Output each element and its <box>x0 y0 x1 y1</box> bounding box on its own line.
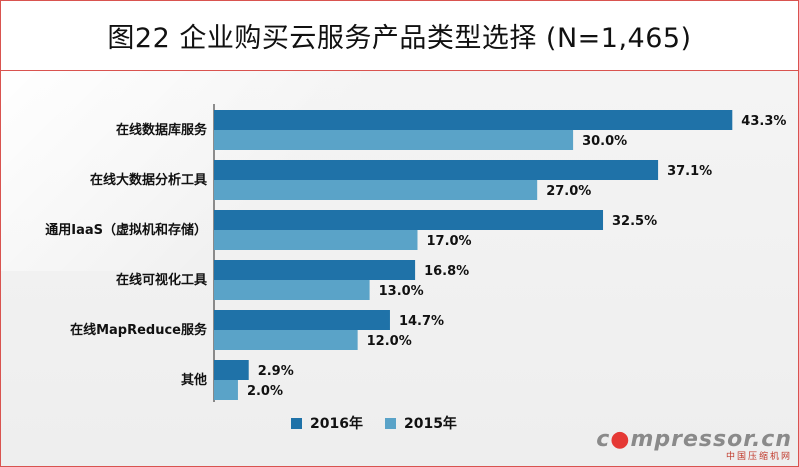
category-label: 在线大数据分析工具 <box>90 172 207 188</box>
legend: 2016年 2015年 <box>291 413 457 433</box>
bar-2016年 <box>214 160 659 180</box>
data-label: 30.0% <box>582 134 627 149</box>
data-label: 17.0% <box>426 234 471 249</box>
data-label: 13.0% <box>379 284 424 299</box>
bar-2016年 <box>214 210 604 230</box>
bar-2016年 <box>214 110 733 130</box>
watermark-sub: 中国压缩机网 <box>725 452 792 462</box>
data-label: 27.0% <box>546 184 591 199</box>
data-label: 14.7% <box>399 314 444 329</box>
bar-2015年 <box>214 130 574 150</box>
bar-2016年 <box>214 310 390 330</box>
data-label: 37.1% <box>667 164 712 179</box>
data-label: 2.9% <box>258 364 294 379</box>
data-label: 2.0% <box>247 384 283 399</box>
bar-2016年 <box>214 360 249 380</box>
bar-2015年 <box>214 380 238 400</box>
legend-swatch-2016 <box>291 417 302 429</box>
title-bar: 图22 企业购买云服务产品类型选择 (N=1,465) <box>1 1 798 71</box>
data-label: 43.3% <box>741 114 786 129</box>
data-label: 16.8% <box>424 264 469 279</box>
legend-item-2016: 2016年 <box>291 413 363 433</box>
category-label: 其他 <box>181 372 207 388</box>
legend-swatch-2015 <box>384 417 396 429</box>
bar-2015年 <box>214 180 538 200</box>
legend-label-2015: 2015年 <box>403 416 457 432</box>
category-label: 在线可视化工具 <box>116 272 207 288</box>
bar-2015年 <box>214 280 370 300</box>
watermark-main: c●mpressor.cn <box>596 427 792 452</box>
bar-2015年 <box>214 230 418 250</box>
legend-item-2015: 2015年 <box>384 413 457 433</box>
category-label: 在线数据库服务 <box>116 122 208 138</box>
category-label: 通用IaaS（虚拟机和存储） <box>45 222 207 238</box>
chart-title: 图22 企业购买云服务产品类型选择 (N=1,465) <box>107 23 692 54</box>
watermark-o-icon: ● <box>610 427 631 452</box>
bar-2015年 <box>214 330 358 350</box>
bar-2016年 <box>214 260 416 280</box>
data-label: 12.0% <box>367 334 412 349</box>
category-label: 在线MapReduce服务 <box>70 322 208 338</box>
watermark-logo: c●mpressor.cn 中国压缩机网 <box>596 427 792 462</box>
data-label: 32.5% <box>612 214 657 229</box>
legend-label-2016: 2016年 <box>310 416 363 432</box>
